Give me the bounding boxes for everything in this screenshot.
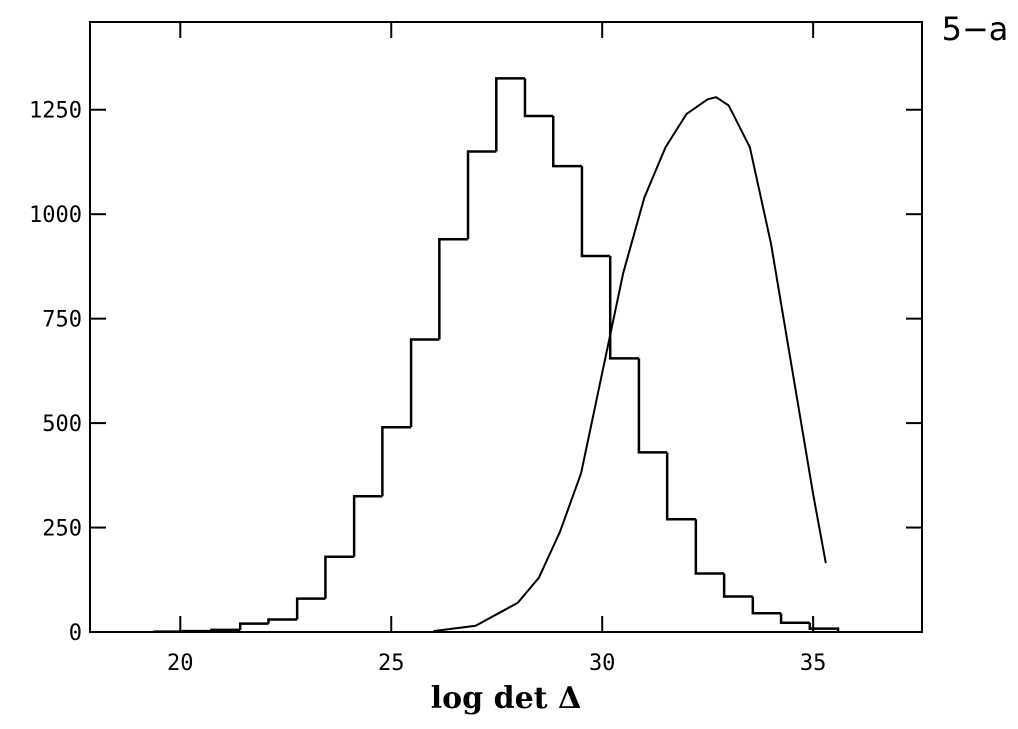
y-tick-label: 250 [42,517,82,542]
histogram-bin [552,116,582,168]
histogram-bin [381,426,412,497]
histogram-bin [751,596,782,615]
histogram-bin [808,622,840,632]
histogram-bin [694,519,725,575]
y-tick-label: 500 [42,412,82,437]
y-tick-label: 0 [69,621,82,646]
histogram-bin [409,338,440,428]
histogram-bin [438,238,469,340]
histogram-bin [722,573,753,598]
histogram-bin [352,494,383,557]
histogram-bin [324,555,355,599]
y-tick-label: 750 [42,308,82,333]
histogram-bin [495,77,525,152]
annotation: 5−a [942,10,1009,48]
y-tick-label: 1250 [29,99,82,124]
histogram-bin [466,150,497,240]
curve [433,96,827,633]
x-axis-label: log det Δ [431,681,581,716]
plot-frame [89,21,923,633]
histogram-bin [665,452,696,521]
histogram-bin [580,166,611,258]
x-tick-label: 30 [589,651,616,676]
histogram-bin [267,618,298,624]
y-tick-label: 1000 [29,203,82,228]
histogram-bin [779,613,810,625]
histogram-bin [210,628,241,632]
x-tick-label: 35 [800,651,827,676]
histogram-bin [523,78,554,118]
x-tick-label: 20 [167,651,194,676]
histogram-bin [637,358,668,454]
histogram-bin [238,622,269,630]
histogram-bin [295,597,326,620]
histogram-bin [608,255,639,360]
x-tick-label: 25 [378,651,405,676]
